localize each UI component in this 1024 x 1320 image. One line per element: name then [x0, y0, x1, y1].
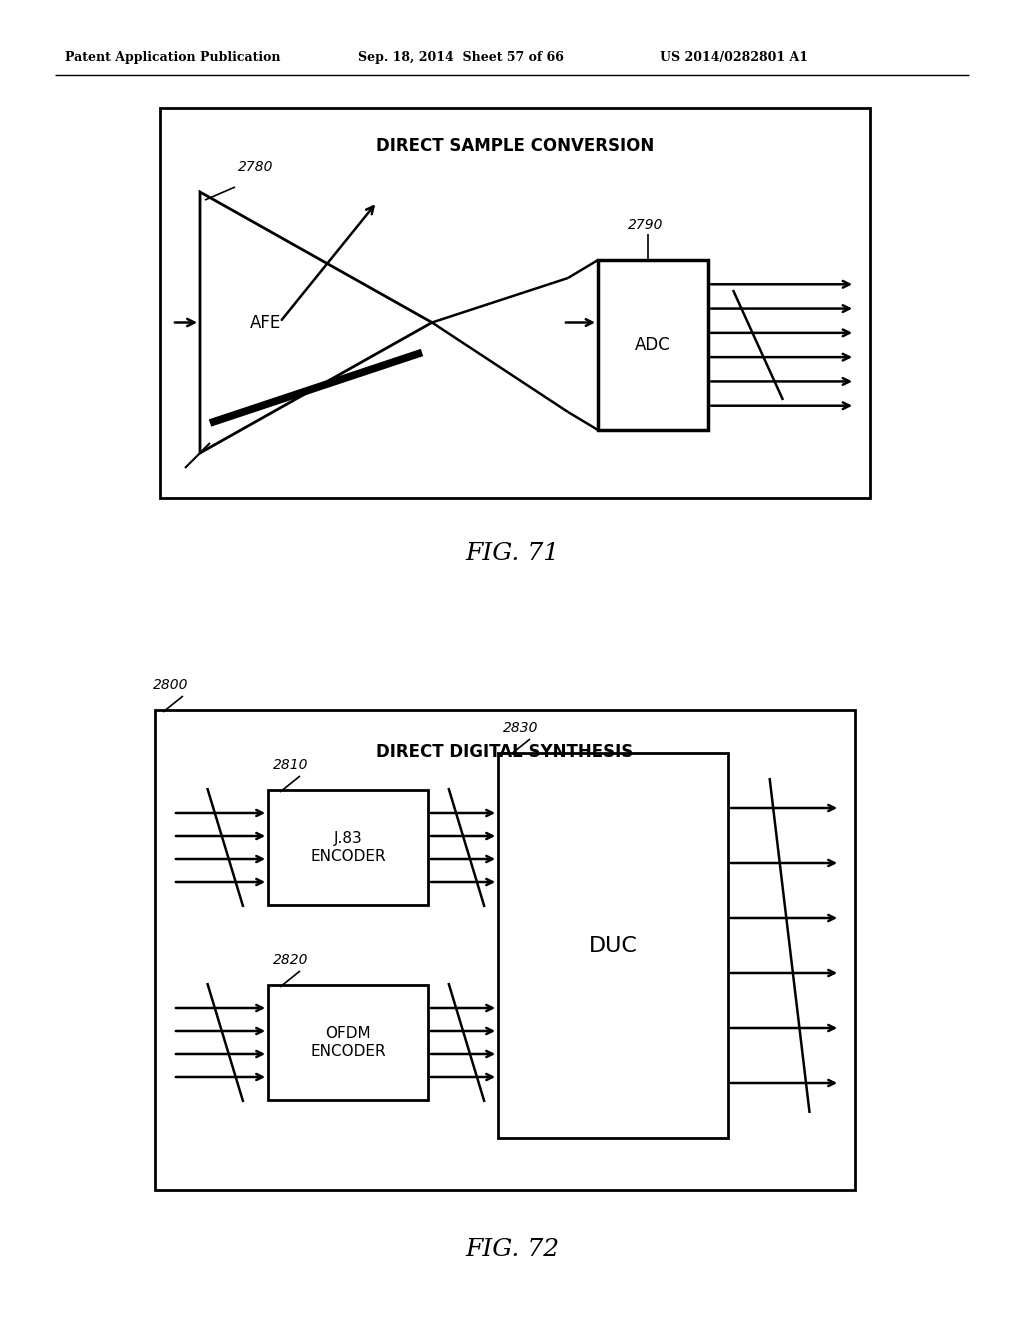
- Text: FIG. 71: FIG. 71: [465, 541, 559, 565]
- Text: OFDM
ENCODER: OFDM ENCODER: [310, 1027, 386, 1059]
- Text: Sep. 18, 2014  Sheet 57 of 66: Sep. 18, 2014 Sheet 57 of 66: [358, 51, 564, 65]
- Text: 2820: 2820: [273, 953, 308, 968]
- Text: DUC: DUC: [589, 936, 637, 956]
- Bar: [155, 710, 855, 1191]
- Bar: [268, 789, 428, 906]
- Text: 2800: 2800: [153, 678, 188, 692]
- Text: FIG. 72: FIG. 72: [465, 1238, 559, 1262]
- Bar: [598, 260, 708, 430]
- Text: 2790: 2790: [628, 218, 664, 232]
- Text: 2830: 2830: [503, 721, 539, 735]
- Text: US 2014/0282801 A1: US 2014/0282801 A1: [660, 51, 808, 65]
- Bar: [268, 985, 428, 1100]
- Text: DIRECT DIGITAL SYNTHESIS: DIRECT DIGITAL SYNTHESIS: [377, 743, 634, 762]
- Text: J.83
ENCODER: J.83 ENCODER: [310, 832, 386, 863]
- Text: 2810: 2810: [273, 758, 308, 772]
- Bar: [160, 108, 870, 498]
- Text: 2780: 2780: [238, 160, 273, 174]
- Text: AFE: AFE: [250, 314, 281, 331]
- Bar: [498, 752, 728, 1138]
- Text: ADC: ADC: [635, 337, 671, 354]
- Text: Patent Application Publication: Patent Application Publication: [65, 51, 281, 65]
- Text: DIRECT SAMPLE CONVERSION: DIRECT SAMPLE CONVERSION: [376, 137, 654, 154]
